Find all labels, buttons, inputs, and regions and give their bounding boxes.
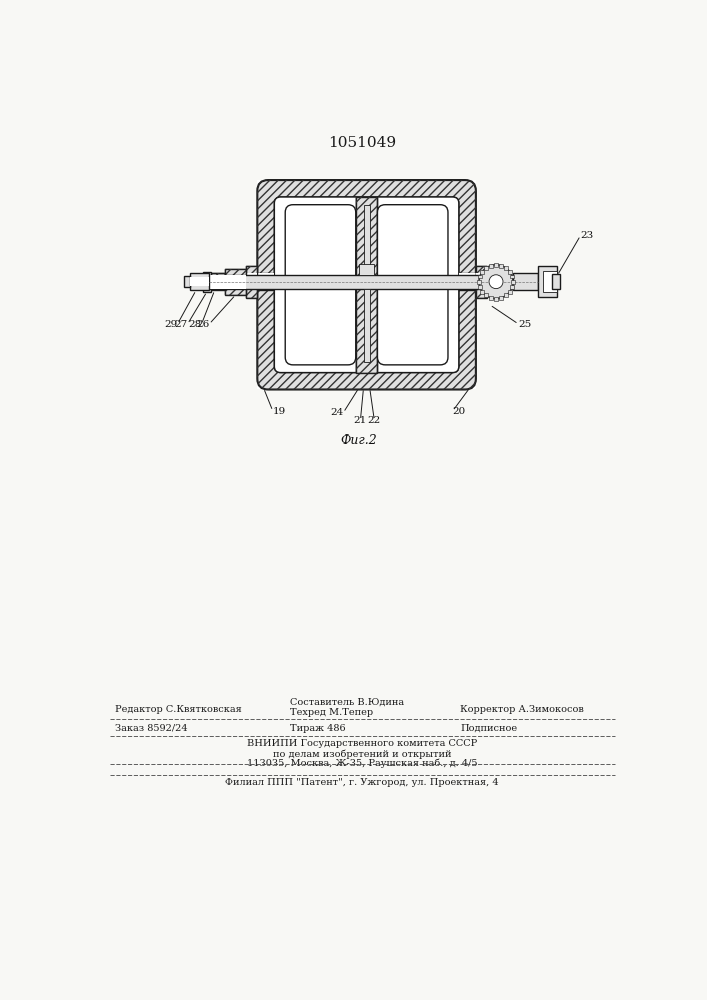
Bar [257,180,476,389]
Text: Техред М.Тепер: Техред М.Тепер [290,708,373,717]
Bar [184,276,190,287]
Bar [211,275,225,289]
Bar [203,272,211,292]
Bar [225,269,247,295]
Text: 19: 19 [273,407,286,416]
Text: Редактор С.Квятковская: Редактор С.Квятковская [115,705,242,714]
Bar [499,264,503,268]
Bar [459,273,476,290]
Bar [480,270,484,274]
FancyBboxPatch shape [274,197,459,373]
Bar [478,285,481,289]
Bar [356,275,378,289]
Text: 29: 29 [164,320,177,329]
Bar [247,266,257,298]
Text: Заказ 8592/24: Заказ 8592/24 [115,724,187,733]
Text: 20: 20 [452,407,466,416]
Bar [504,293,508,297]
Bar [499,296,503,300]
Bar [203,276,209,288]
Text: Составитель В.Юдина: Составитель В.Юдина [290,698,404,706]
Text: 21: 21 [354,416,367,425]
Text: Тираж 486: Тираж 486 [290,724,346,733]
Bar [484,293,488,297]
Text: 25: 25 [518,320,532,329]
Text: 26: 26 [196,320,209,329]
FancyBboxPatch shape [285,205,356,365]
Bar [511,280,515,284]
Text: 23: 23 [580,231,594,240]
Bar [225,275,247,289]
Bar [209,275,538,289]
Bar [480,290,484,294]
Bar [489,296,493,300]
Bar [478,275,481,278]
Bar [225,269,247,295]
Text: ВНИИПИ Государственного комитета СССР: ВНИИПИ Государственного комитета СССР [247,739,477,748]
Text: Корректор А.Зимокосов: Корректор А.Зимокосов [460,705,584,714]
Bar [489,264,493,268]
Bar [211,273,225,290]
Text: 22: 22 [368,416,381,425]
Bar [247,266,257,298]
Bar [476,266,486,298]
Bar [494,263,498,267]
Text: по делам изобретений и открытий: по делам изобретений и открытий [273,749,451,759]
Bar [510,275,514,278]
Bar [484,266,488,270]
Bar [190,277,209,286]
Text: Филиал ППП "Патент", г. Ужгород, ул. Проектная, 4: Филиал ППП "Патент", г. Ужгород, ул. Про… [225,778,498,787]
Text: 113035, Москва, Ж-35, Раушская наб., д. 4/5: 113035, Москва, Ж-35, Раушская наб., д. … [247,758,477,768]
Bar [542,271,557,292]
Text: Фиг.2: Фиг.2 [341,434,378,447]
Ellipse shape [489,275,503,289]
Bar [538,266,557,297]
Bar [508,270,512,274]
Bar [257,273,274,290]
Bar [211,273,225,290]
Bar [359,264,374,275]
FancyBboxPatch shape [274,197,459,373]
Bar [363,289,370,362]
Text: 1051049: 1051049 [328,136,396,150]
Bar [356,197,378,373]
Text: 27: 27 [175,320,187,329]
Bar [363,205,370,272]
FancyBboxPatch shape [378,205,448,365]
Bar [247,273,257,290]
Bar [508,290,512,294]
Text: 24: 24 [330,408,344,417]
Bar [513,273,538,290]
Bar [476,266,486,298]
Bar [477,280,481,284]
Bar [510,285,514,289]
Ellipse shape [479,265,513,299]
Text: Подписное: Подписное [460,724,518,733]
FancyBboxPatch shape [257,180,476,389]
Bar [504,266,508,270]
Bar [356,197,378,373]
Bar [494,297,498,301]
Bar [190,273,209,290]
Bar [203,275,211,289]
Bar [476,273,486,290]
Bar [552,274,559,289]
Text: 28: 28 [188,320,201,329]
